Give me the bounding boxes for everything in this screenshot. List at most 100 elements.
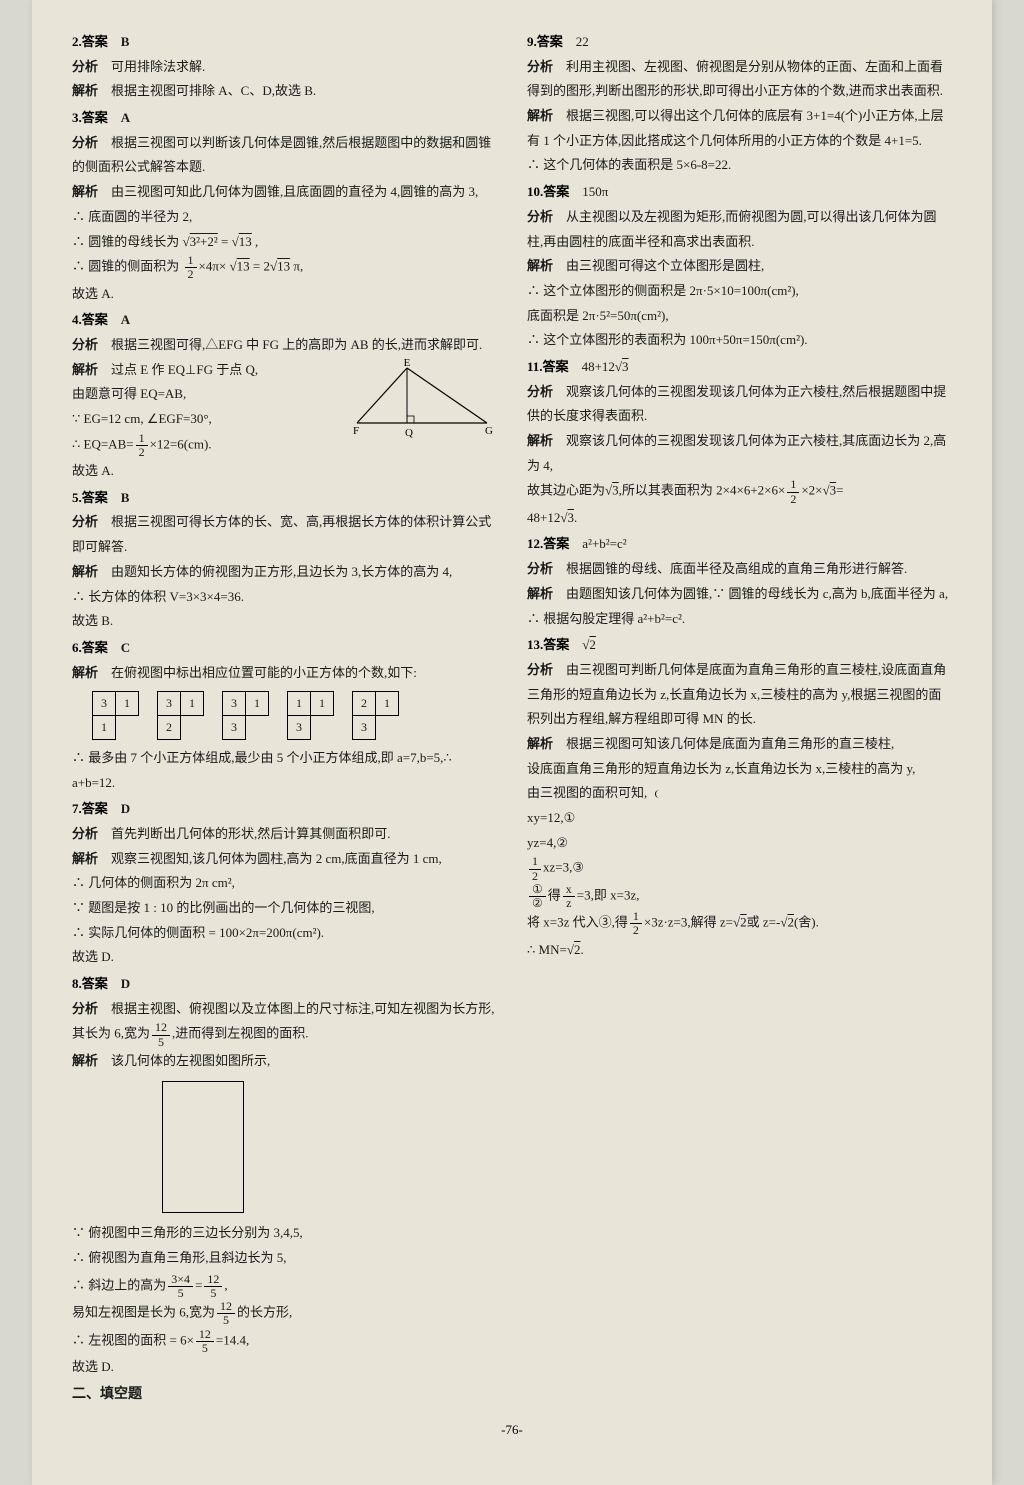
q13-l1: 设底面直角三角形的短直角边长为 z,长直角边长为 x,三棱柱的高为 y, xyxy=(527,757,952,782)
q11-jx-label: 解析 xyxy=(527,433,553,448)
q6-l1: ∴ 最多由 7 个小正方体组成,最少由 5 个小正方体组成,即 a=7,b=5,… xyxy=(72,746,497,795)
question-8-cont: ∴ 斜边上的高为3×45=125, 易知左视图是长为 6,宽为125的长方形, … xyxy=(72,1273,497,1380)
q4-l1: 由题意可得 EQ=AB, xyxy=(72,382,347,407)
q6-ans: C xyxy=(121,640,130,655)
q11-fx-label: 分析 xyxy=(527,384,553,399)
q13-num: 13.答案 xyxy=(527,637,569,652)
q6-grid: 312 xyxy=(157,691,204,740)
q11-l1: 故其边心距为√3,所以其表面积为 2×4×6+2×6×12×2×√3= xyxy=(527,478,952,505)
q4-l3: ∴ EQ=AB=12×12=6(cm). xyxy=(72,432,347,459)
q3-jx1: 由三视图可知此几何体为圆锥,且底面圆的直径为 4,圆锥的高为 3, xyxy=(111,184,478,199)
q4-jx-label: 解析 xyxy=(72,362,98,377)
q3-fx: 根据三视图可以判断该几何体是圆锥,然后根据题图中的数据和圆锥的侧面积公式解答本题… xyxy=(72,135,491,175)
q10-l3: ∴ 这个立体图形的表面积为 100π+50π=150π(cm²). xyxy=(527,328,952,353)
q7-num: 7.答案 xyxy=(72,801,108,816)
q11-num: 11.答案 xyxy=(527,359,569,374)
q13-ans: √2 xyxy=(582,637,596,652)
page: 2.答案 B 分析 可用排除法求解. 解析 根据主视图可排除 A、C、D,故选 … xyxy=(32,0,992,1485)
q4-fx-label: 分析 xyxy=(72,337,98,352)
q10-fx: 从主视图以及左视图为矩形,而俯视图为圆,可以得出该几何体为圆柱,再由圆柱的底面半… xyxy=(527,209,937,249)
q10-jx-label: 解析 xyxy=(527,258,553,273)
q13-l4: 将 x=3z 代入③,得12×3z·z=3,解得 z=√2或 z=-√2(舍). xyxy=(527,910,952,937)
svg-text:E: E xyxy=(404,358,411,369)
q10-l1: ∴ 这个立体图形的侧面积是 2π·5×10=100π(cm²), xyxy=(527,279,952,304)
q5-l1: ∴ 长方体的体积 V=3×3×4=36. xyxy=(72,585,497,610)
q9-jx: 根据三视图,可以得出这个几何体的底层有 3+1=4(个)小正方体,上层有 1 个… xyxy=(527,108,944,148)
q7-l4: 故选 D. xyxy=(72,945,497,970)
q7-fx: 首先判断出几何体的形状,然后计算其侧面积即可. xyxy=(111,826,391,841)
q8-l1: ∵ 俯视图中三角形的三边长分别为 3,4,5, xyxy=(72,1221,497,1246)
q11-fx: 观察该几何体的三视图发现该几何体为正六棱柱,然后根据题图中提供的长度求得表面积. xyxy=(527,384,946,424)
q12-jx: 由题图知该几何体为圆锥,∵ 圆锥的母线长为 c,高为 b,底面半径为 a, xyxy=(566,586,948,601)
q13-l2: 由三视图的面积可知, xyxy=(527,781,952,806)
q12-l1: ∴ 根据勾股定理得 a²+b²=c². xyxy=(527,607,952,632)
q4-l4: 故选 A. xyxy=(72,459,497,484)
q13-l5: ∴ MN=√2. xyxy=(527,938,952,963)
q11-jx: 观察该几何体的三视图发现该几何体为正六棱柱,其底面边长为 2,高为 4, xyxy=(527,433,946,473)
q2-jx: 根据主视图可排除 A、C、D,故选 B. xyxy=(111,83,316,98)
q7-fx-label: 分析 xyxy=(72,826,98,841)
q12-fx-label: 分析 xyxy=(527,561,553,576)
q5-l2: 故选 B. xyxy=(72,609,497,634)
q7-jx: 观察三视图知,该几何体为圆柱,高为 2 cm,底面直径为 1 cm, xyxy=(111,851,442,866)
q10-ans: 150π xyxy=(582,184,608,199)
question-10: 10.答案 150π 分析 从主视图以及左视图为矩形,而俯视图为圆,可以得出该几… xyxy=(527,180,952,353)
question-7: 7.答案 D 分析 首先判断出几何体的形状,然后计算其侧面积即可. 解析 观察三… xyxy=(72,797,497,970)
question-3: 3.答案 A 分析 根据三视图可以判断该几何体是圆锥,然后根据题图中的数据和圆锥… xyxy=(72,106,497,306)
q2-fx-label: 分析 xyxy=(72,59,98,74)
section-2-title: 二、填空题 xyxy=(72,1382,497,1409)
triangle-figure: E F Q G xyxy=(347,358,497,447)
q8-fx: 分析 根据主视图、俯视图以及立体图上的尺寸标注,可知左视图为长方形,其长为 6,… xyxy=(72,997,497,1049)
q6-grid: 213 xyxy=(352,691,399,740)
q13-jx-label: 解析 xyxy=(527,736,553,751)
q8-num: 8.答案 xyxy=(72,976,108,991)
svg-text:G: G xyxy=(485,425,493,437)
q6-jx-label: 解析 xyxy=(72,665,98,680)
question-9: 9.答案 22 分析 利用主视图、左视图、俯视图是分别从物体的正面、左面和上面看… xyxy=(527,30,952,178)
q13-fx-label: 分析 xyxy=(527,662,553,677)
content-columns: 2.答案 B 分析 可用排除法求解. 解析 根据主视图可排除 A、C、D,故选 … xyxy=(72,30,952,1410)
q7-jx-label: 解析 xyxy=(72,851,98,866)
q9-fx: 利用主视图、左视图、俯视图是分别从物体的正面、左面和上面看得到的图形,判断出图形… xyxy=(527,59,943,99)
q7-ans: D xyxy=(121,801,130,816)
q8-r3: ∴ 左视图的面积 = 6×125=14.4, xyxy=(72,1328,497,1355)
q3-num: 3.答案 xyxy=(72,110,108,125)
q2-ans: B xyxy=(121,34,130,49)
q8-l2: ∴ 俯视图为直角三角形,且斜边长为 5, xyxy=(72,1246,497,1271)
q4-ans: A xyxy=(121,312,130,327)
question-2: 2.答案 B 分析 可用排除法求解. 解析 根据主视图可排除 A、C、D,故选 … xyxy=(72,30,497,104)
q3-l1: ∴ 底面圆的半径为 2, xyxy=(72,205,497,230)
q13-l3: ①②得xz=3,即 x=3z, xyxy=(527,883,952,910)
q3-l3: ∴ 圆锥的侧面积为 12×4π× √13 = 2√13 π, xyxy=(72,254,497,281)
q12-fx: 根据圆锥的母线、底面半径及高组成的直角三角形进行解答. xyxy=(566,561,907,576)
q3-jx-label: 解析 xyxy=(72,184,98,199)
q8-jx-label: 解析 xyxy=(72,1053,98,1068)
q7-l2: ∵ 题图是按 1 : 10 的比例画出的一个几何体的三视图, xyxy=(72,896,497,921)
question-11: 11.答案 48+12√3 分析 观察该几何体的三视图发现该几何体为正六棱柱,然… xyxy=(527,355,952,531)
rectangle-figure xyxy=(162,1081,244,1213)
q6-grid: 313 xyxy=(222,691,269,740)
q13-fx: 由三视图可判断几何体是底面为直角三角形的直三棱柱,设底面直角三角形的短直角边长为… xyxy=(527,662,946,726)
q2-num: 2.答案 xyxy=(72,34,108,49)
question-13: 13.答案 √2 分析 由三视图可判断几何体是底面为直角三角形的直三棱柱,设底面… xyxy=(527,633,952,962)
question-6: 6.答案 C 解析 在俯视图中标出相应位置可能的小正方体的个数,如下: 3113… xyxy=(72,636,497,795)
q4-jx1: 过点 E 作 EQ⊥FG 于点 Q, xyxy=(111,362,258,377)
q9-l1: ∴ 这个几何体的表面积是 5×6-8=22. xyxy=(527,153,952,178)
q2-fx: 可用排除法求解. xyxy=(111,59,205,74)
q7-l1: ∴ 几何体的侧面积为 2π cm², xyxy=(72,871,497,896)
q8-r2: 易知左视图是长为 6,宽为125的长方形, xyxy=(72,1300,497,1327)
q13-jx: 根据三视图可知该几何体是底面为直角三角形的直三棱柱, xyxy=(566,736,894,751)
q5-jx: 由题知长方体的俯视图为正方形,且边长为 3,长方体的高为 4, xyxy=(111,564,452,579)
q3-l4: 故选 A. xyxy=(72,282,497,307)
svg-text:Q: Q xyxy=(405,427,413,438)
q4-l2: ∵ EG=12 cm, ∠EGF=30°, xyxy=(72,407,347,432)
q8-r4: 故选 D. xyxy=(72,1355,497,1380)
q6-grid: 311 xyxy=(92,691,139,740)
q9-fx-label: 分析 xyxy=(527,59,553,74)
q5-num: 5.答案 xyxy=(72,490,108,505)
q5-fx-label: 分析 xyxy=(72,514,98,529)
q4-num: 4.答案 xyxy=(72,312,108,327)
svg-text:F: F xyxy=(353,425,359,437)
question-8: 8.答案 D 分析 根据主视图、俯视图以及立体图上的尺寸标注,可知左视图为长方形… xyxy=(72,972,497,1271)
q10-jx: 由三视图可得这个立体图形是圆柱, xyxy=(566,258,764,273)
